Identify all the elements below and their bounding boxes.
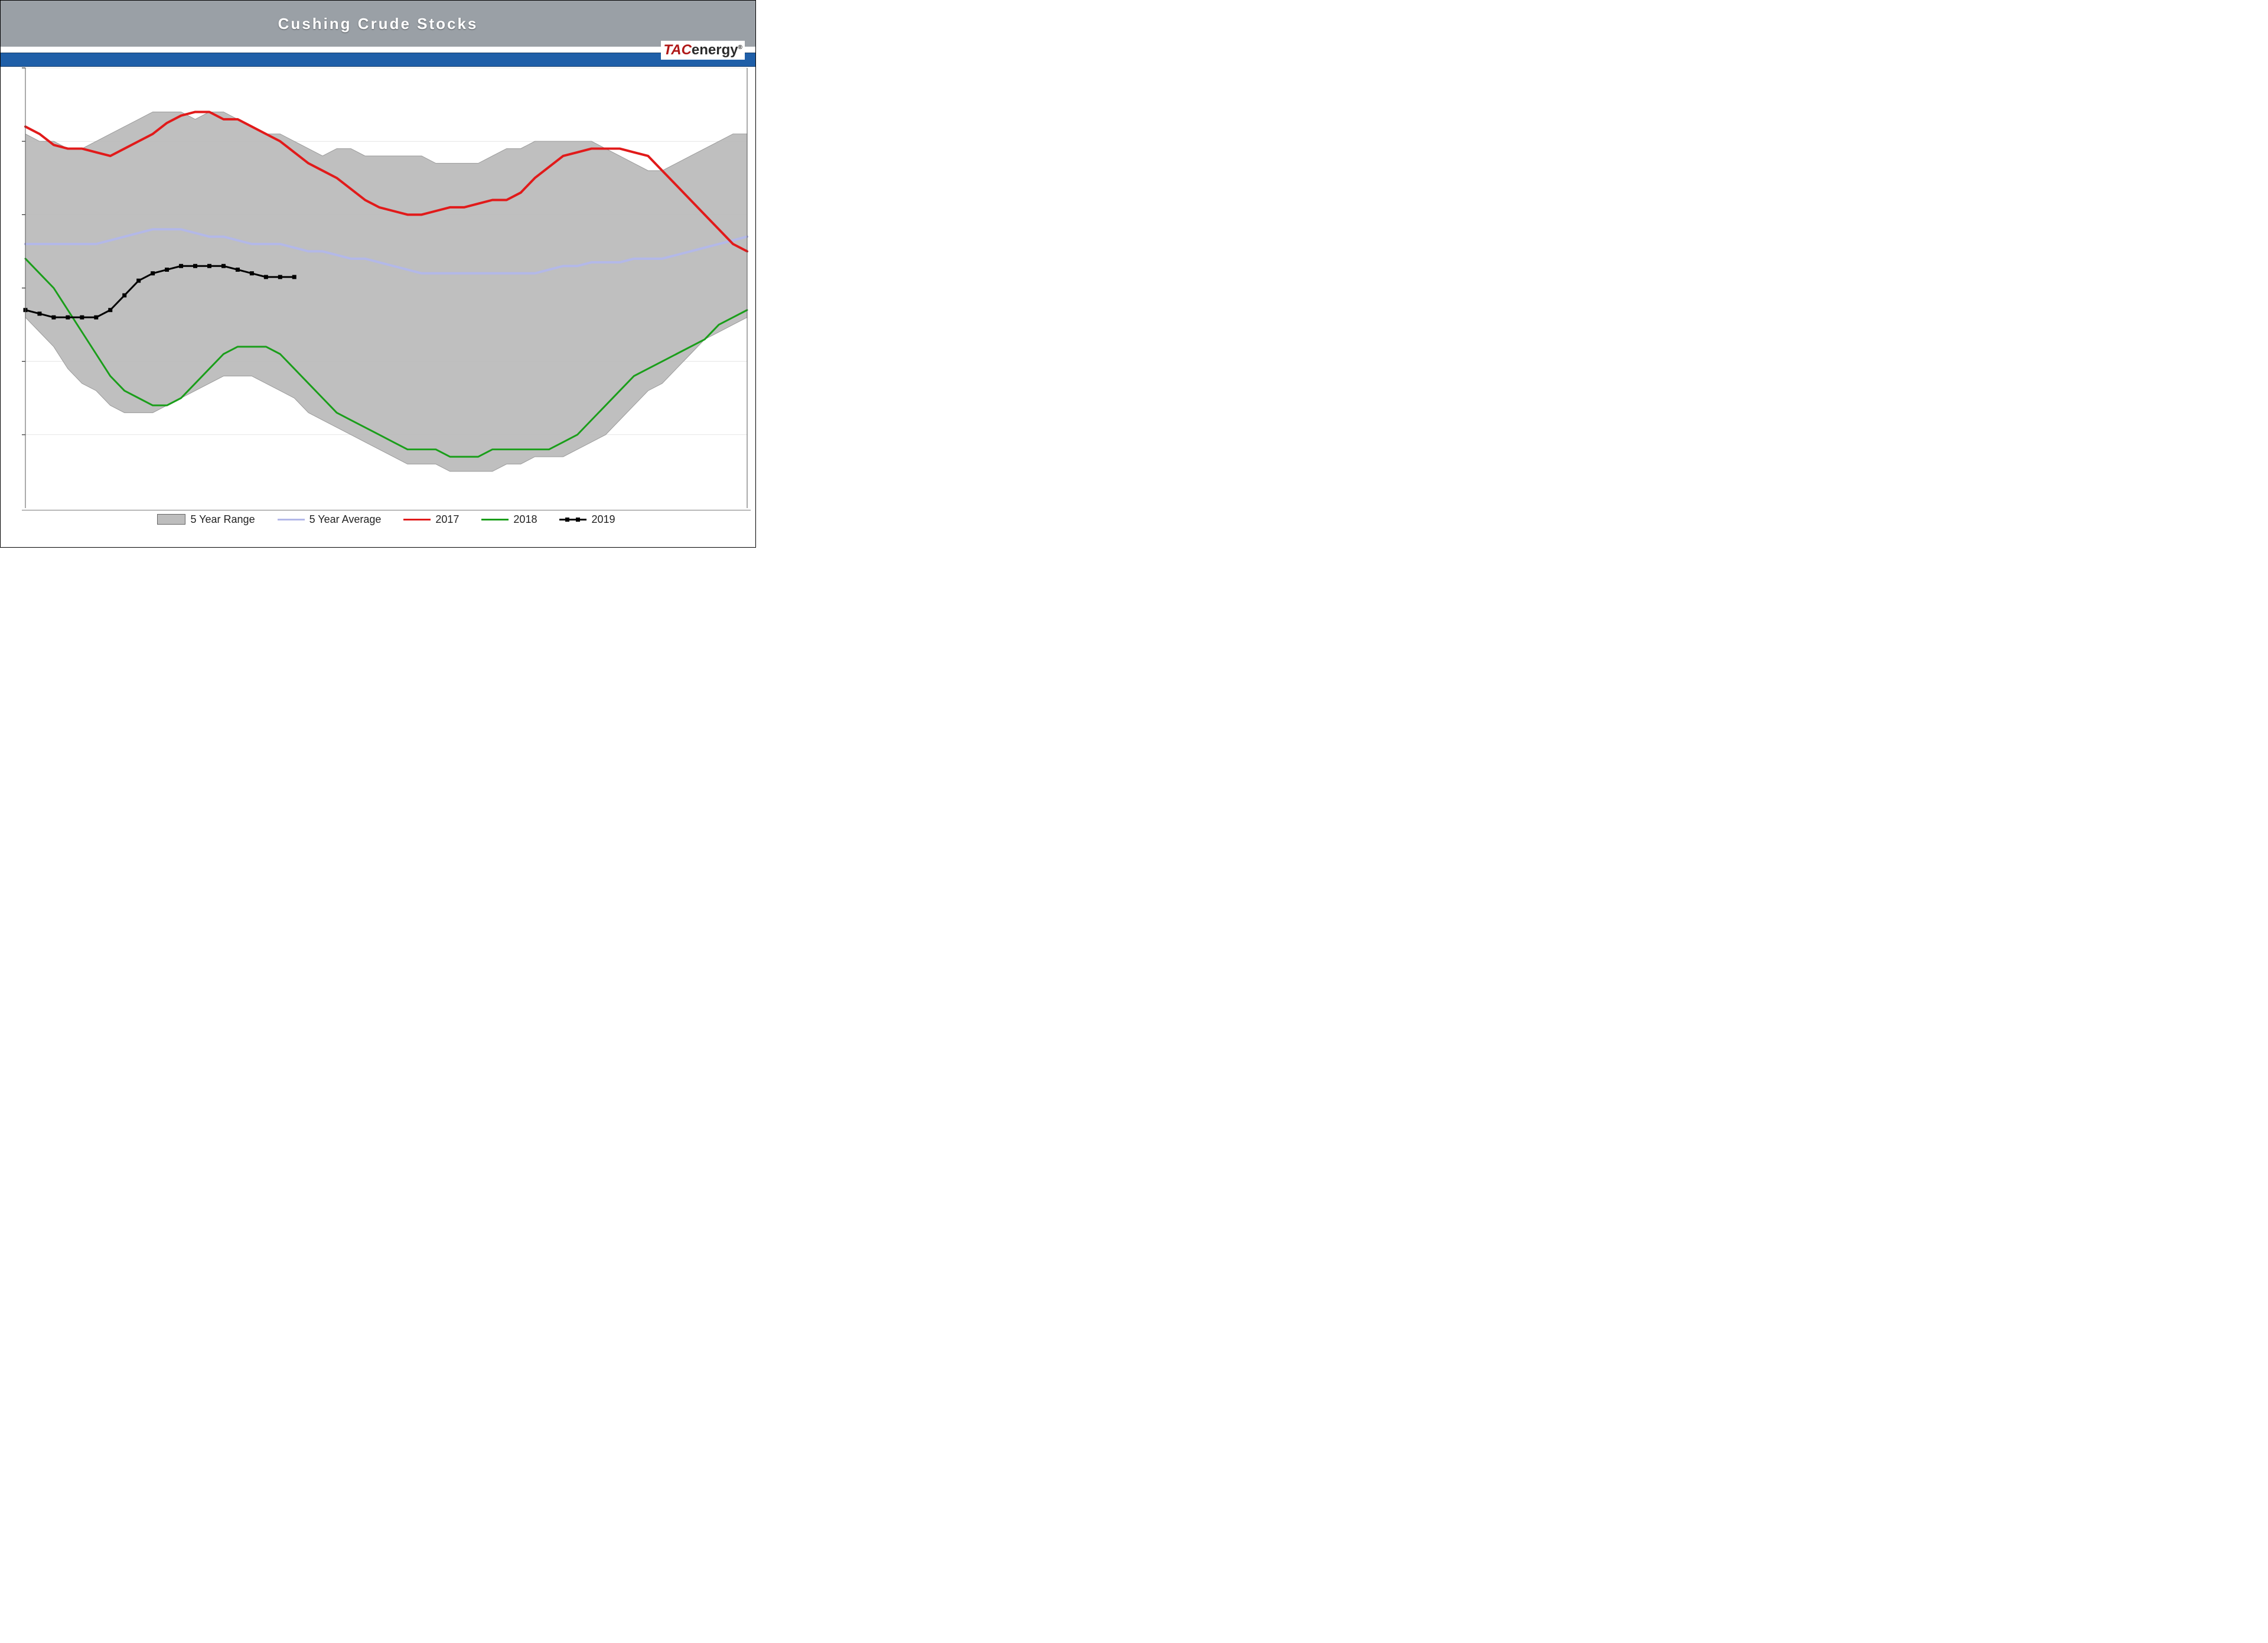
chart-svg: [22, 66, 751, 510]
brand-logo: TACenergy®: [661, 41, 745, 60]
title-bar: Cushing Crude Stocks: [1, 1, 755, 47]
legend: 5 Year Range 5 Year Average 2017 2018 20…: [22, 510, 751, 528]
avg-swatch-icon: [278, 519, 305, 520]
logo-energy: energy: [692, 42, 738, 58]
y2017-swatch-icon: [403, 519, 431, 520]
plot-area: 5 Year Range 5 Year Average 2017 2018 20…: [22, 66, 751, 529]
legend-label: 2017: [435, 513, 459, 526]
chart-frame: Cushing Crude Stocks TACenergy® 5 Year R…: [0, 0, 756, 548]
y2019-swatch-icon: [559, 519, 586, 520]
legend-item-2017: 2017: [403, 513, 459, 526]
accent-strip: [1, 53, 755, 67]
legend-label: 2019: [591, 513, 615, 526]
legend-item-range: 5 Year Range: [157, 513, 255, 526]
y2018-swatch-icon: [481, 519, 509, 520]
logo-tac: TAC: [663, 42, 692, 58]
legend-item-2019: 2019: [559, 513, 615, 526]
legend-label: 2018: [513, 513, 537, 526]
chart-title: Cushing Crude Stocks: [278, 15, 478, 33]
legend-label: 5 Year Average: [309, 513, 382, 526]
legend-item-2018: 2018: [481, 513, 537, 526]
range-swatch-icon: [157, 514, 185, 525]
legend-item-avg: 5 Year Average: [278, 513, 382, 526]
legend-label: 5 Year Range: [190, 513, 255, 526]
